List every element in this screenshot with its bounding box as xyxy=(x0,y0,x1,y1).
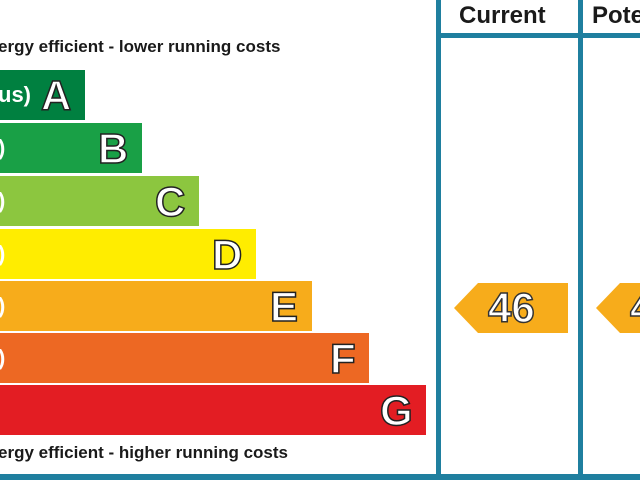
band-b: ) B xyxy=(0,123,142,173)
band-g: G xyxy=(0,385,426,435)
band-e-letter: E xyxy=(269,282,299,331)
band-a: us) A xyxy=(0,70,85,120)
band-c: ) C xyxy=(0,176,199,226)
table-bottom-border xyxy=(0,474,640,480)
band-b-range: ) xyxy=(0,135,5,161)
band-g-letter: G xyxy=(379,386,413,435)
inefficient-caption: ergy efficient - higher running costs xyxy=(0,443,288,462)
band-d-letter: D xyxy=(211,230,243,279)
band-e-range: ) xyxy=(0,293,5,319)
band-e: ) E xyxy=(0,281,312,331)
band-d: ) D xyxy=(0,229,256,279)
column-divider-middle xyxy=(578,0,583,480)
band-c-letter: C xyxy=(154,177,186,226)
potential-rating-arrow: 4 xyxy=(596,283,640,333)
band-f-letter: F xyxy=(329,334,356,383)
current-rating-arrow-shape xyxy=(454,283,568,333)
current-column-header: Current xyxy=(459,2,546,29)
potential-rating-arrow-shape xyxy=(596,283,640,333)
band-a-letter: A xyxy=(40,71,72,120)
efficient-caption: ergy efficient - lower running costs xyxy=(0,37,281,56)
column-divider-left xyxy=(436,0,441,480)
potential-column-header: Pote xyxy=(592,2,640,29)
current-rating-arrow: 46 xyxy=(454,283,568,333)
band-f: ) F xyxy=(0,333,369,383)
current-rating-value: 46 xyxy=(487,283,535,332)
band-a-range: us) xyxy=(0,82,31,107)
potential-rating-value: 4 xyxy=(629,283,640,332)
band-c-range: ) xyxy=(0,188,5,214)
band-f-range: ) xyxy=(0,345,5,371)
band-d-range: ) xyxy=(0,241,5,267)
band-b-letter: B xyxy=(97,124,129,173)
header-divider xyxy=(436,33,640,38)
